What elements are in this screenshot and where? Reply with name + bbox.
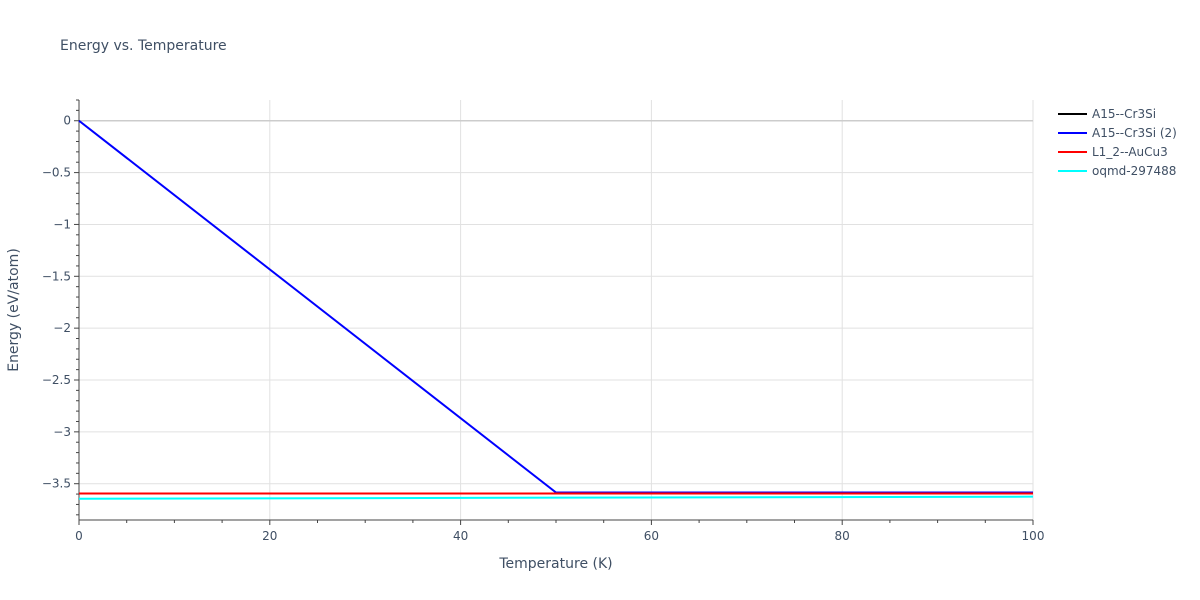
legend[interactable]: A15--Cr3Si A15--Cr3Si (2) L1_2--AuCu3 oqmd-… — [1058, 107, 1177, 178]
y-tick-label: −2 — [53, 321, 71, 335]
x-tick-label: 80 — [835, 529, 850, 543]
x-tick-label: 20 — [262, 529, 277, 543]
legend-label: A15--Cr3Si (2) — [1092, 126, 1177, 140]
y-tick-label: −1 — [53, 217, 71, 231]
legend-label: A15--Cr3Si — [1092, 107, 1156, 121]
legend-label: oqmd-297488 — [1092, 164, 1176, 178]
y-tick-label: −3 — [53, 425, 71, 439]
legend-item[interactable]: A15--Cr3Si (2) — [1058, 126, 1177, 140]
y-tick-label: −0.5 — [42, 166, 71, 180]
legend-item[interactable]: oqmd-297488 — [1058, 164, 1176, 178]
tick-labels: 0 20 40 60 80 100 0 −0.5 −1 −1.5 −2 −2.5 −3 −3.5 — [42, 114, 1045, 543]
x-axis-label: Temperature (K) — [498, 556, 612, 572]
series-layer — [78, 119, 1034, 500]
x-tick-label: 0 — [75, 529, 83, 543]
x-tick-label: 100 — [1022, 529, 1045, 543]
series-line — [78, 119, 1033, 494]
y-tick-label: −1.5 — [42, 269, 71, 283]
grid-lines — [79, 100, 1034, 520]
chart-title: Energy vs. Temperature — [60, 38, 227, 54]
x-tick-label: 40 — [453, 529, 468, 543]
series-line — [78, 495, 1034, 500]
legend-item[interactable]: L1_2--AuCu3 — [1058, 145, 1168, 159]
y-tick-label: −3.5 — [42, 477, 71, 491]
legend-label: L1_2--AuCu3 — [1092, 145, 1168, 159]
y-axis-label: Energy (eV/atom) — [6, 248, 22, 372]
x-tick-label: 60 — [644, 529, 659, 543]
y-tick-label: −2.5 — [42, 373, 71, 387]
y-tick-label: 0 — [63, 114, 71, 128]
axes — [74, 99, 1034, 525]
legend-item[interactable]: A15--Cr3Si — [1058, 107, 1156, 121]
